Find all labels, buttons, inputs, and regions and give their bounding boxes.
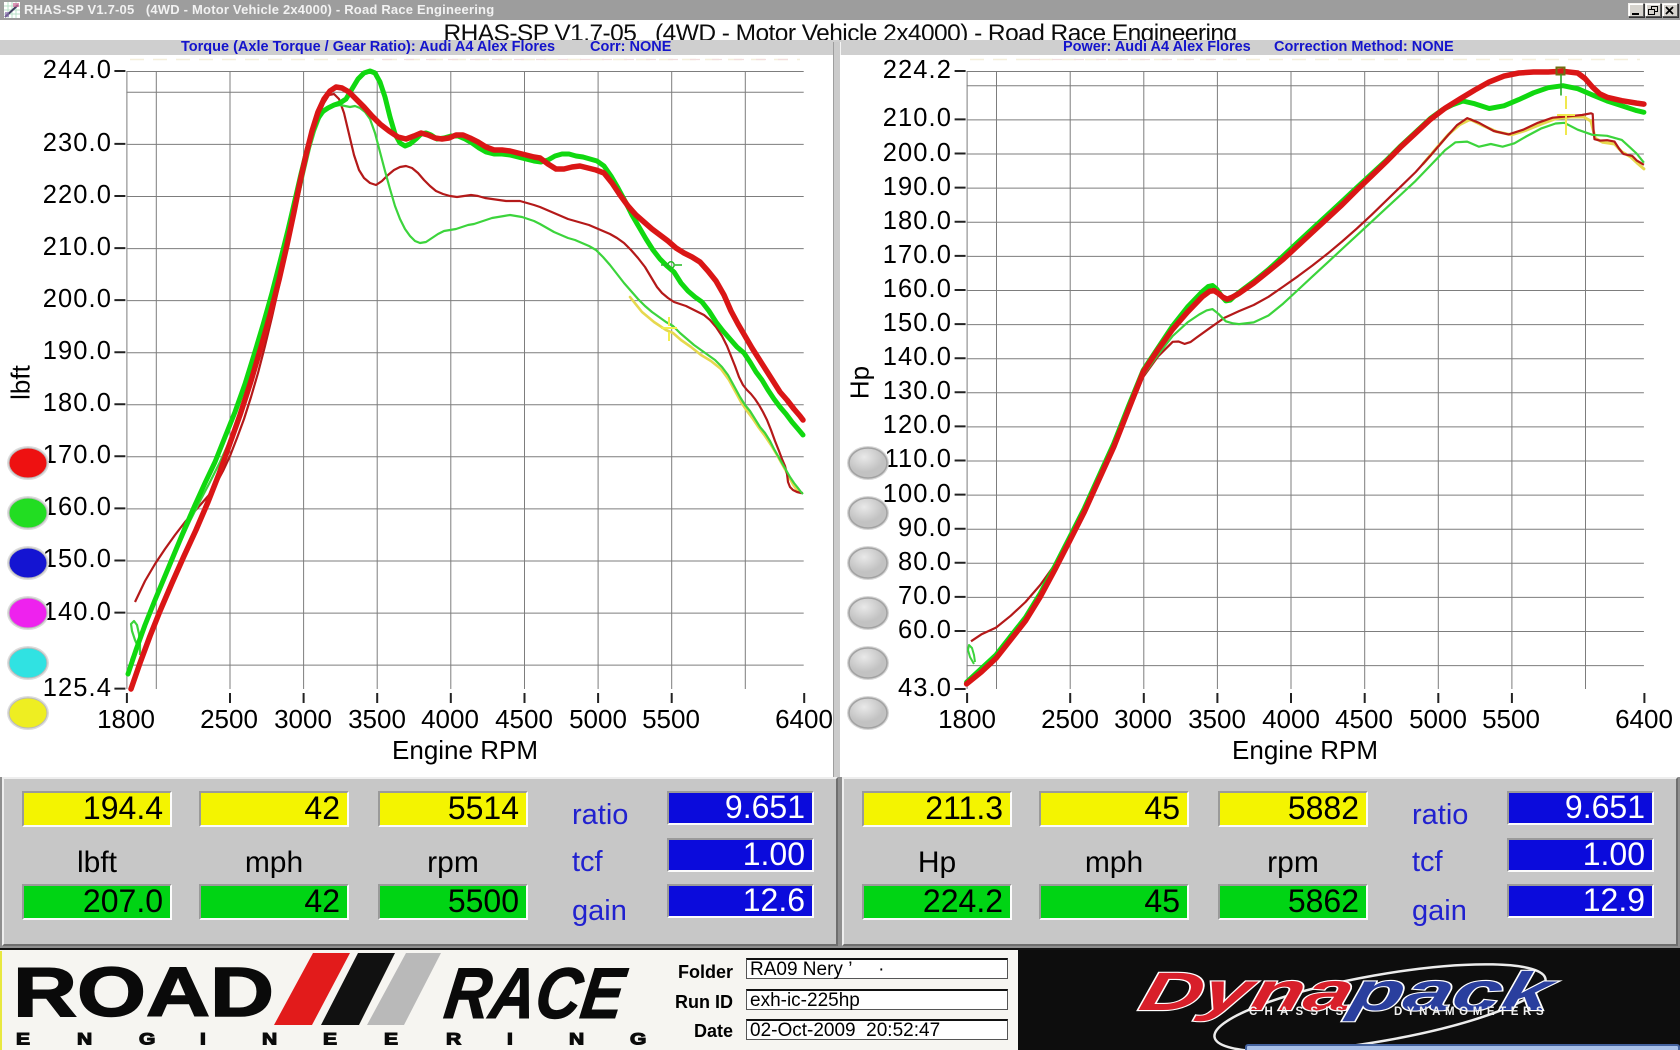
- svg-text:Dyna: Dyna: [1134, 961, 1361, 1022]
- svg-text:E: E: [323, 1030, 337, 1049]
- svg-text:RACE: RACE: [440, 954, 632, 1034]
- svg-text:G: G: [630, 1030, 646, 1049]
- svg-text:CHASSIS: CHASSIS: [1249, 1006, 1351, 1018]
- svg-text:N: N: [77, 1030, 92, 1049]
- svg-text:N: N: [262, 1030, 277, 1049]
- svg-text:I: I: [200, 1030, 206, 1049]
- svg-text:R: R: [446, 1030, 461, 1049]
- svg-text:G: G: [139, 1030, 155, 1049]
- svg-text:pack: pack: [1341, 961, 1563, 1022]
- svg-text:ROAD: ROAD: [13, 953, 274, 1031]
- svg-text:N: N: [569, 1030, 584, 1049]
- svg-text:I: I: [507, 1030, 513, 1049]
- svg-text:E: E: [384, 1030, 398, 1049]
- svg-text:E: E: [16, 1030, 30, 1049]
- svg-text:DYNAMOMETERS: DYNAMOMETERS: [1394, 1006, 1548, 1018]
